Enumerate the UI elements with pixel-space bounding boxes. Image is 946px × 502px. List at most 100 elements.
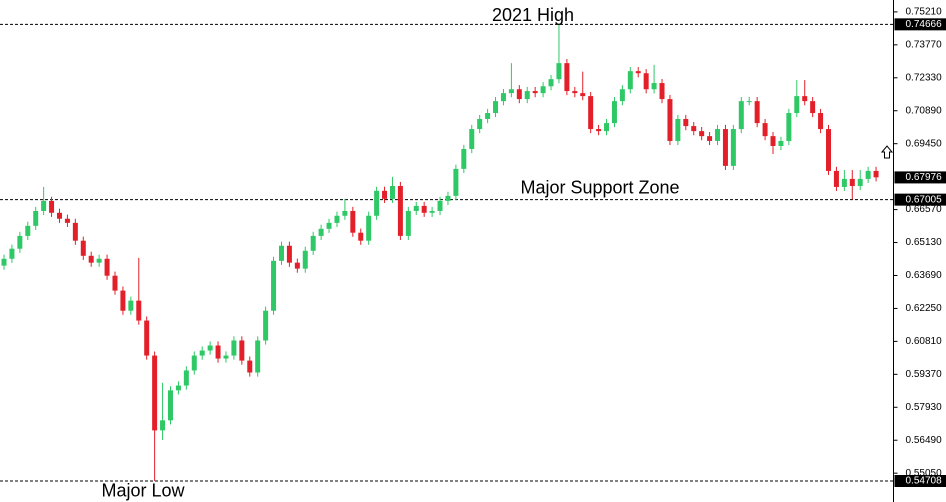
candle-body (619, 89, 625, 102)
candle-body (421, 205, 427, 213)
candle-body (643, 73, 649, 90)
candle-body (627, 71, 633, 90)
candle-body (334, 215, 340, 223)
level-box (894, 474, 946, 487)
level-box (894, 193, 946, 206)
candle-body (540, 86, 546, 94)
candle-body (500, 93, 506, 102)
candle-body (199, 350, 205, 356)
level-annotation: Major Support Zone (520, 177, 679, 197)
candle-body (64, 218, 70, 223)
candle-body (255, 340, 261, 373)
candle-body (175, 385, 181, 391)
candle-body (794, 96, 800, 114)
candle-body (469, 129, 475, 149)
candle-body (572, 91, 578, 94)
candle-body (453, 168, 459, 196)
candle-body (667, 99, 673, 141)
candle-body (437, 200, 443, 211)
candle-body (96, 258, 102, 263)
candle-body (33, 210, 39, 226)
y-tick-label: 0.75210 (906, 7, 943, 18)
candle-body (493, 101, 499, 114)
candle-body (397, 186, 403, 236)
y-tick-label: 0.73770 (906, 39, 943, 50)
candle-body (429, 210, 435, 213)
candle-body (762, 123, 768, 137)
candle-body (604, 123, 610, 132)
candle-body (524, 91, 530, 100)
candle-body (691, 126, 697, 132)
y-tick-label: 0.60810 (906, 336, 943, 347)
candle-body (350, 210, 356, 233)
candle-body (826, 129, 832, 171)
candle-body (358, 232, 364, 241)
candle-body (286, 245, 292, 263)
candle-body (231, 340, 237, 356)
candle-body (342, 210, 348, 216)
y-tick-label: 0.65130 (906, 237, 943, 248)
up-arrow-icon (880, 145, 894, 159)
level-box (894, 18, 946, 31)
y-tick-label: 0.70890 (906, 105, 943, 116)
candle-body (477, 118, 483, 130)
candle-body (207, 345, 213, 351)
candle-body (651, 83, 657, 90)
candle-body (485, 113, 491, 119)
y-tick-label: 0.69450 (906, 138, 943, 149)
candle-body (635, 71, 641, 74)
candle-body (239, 340, 245, 361)
candle-body (160, 420, 166, 431)
candle-body (556, 63, 562, 80)
candle-body (382, 190, 388, 199)
candle-body (144, 320, 150, 356)
candle-body (136, 300, 142, 321)
candle-body (580, 93, 586, 97)
plot-area (0, 23, 894, 482)
candle-body (508, 89, 514, 94)
candle-body (588, 96, 594, 130)
candle-body (318, 228, 324, 236)
candle-body (611, 101, 617, 124)
y-tick-label: 0.55050 (906, 468, 943, 479)
candle-body (191, 355, 197, 371)
candle-body (849, 178, 855, 187)
candle-body (302, 250, 308, 269)
candle-body (738, 101, 744, 130)
candle-body (263, 310, 269, 341)
candle-body (857, 178, 863, 187)
candle-body (88, 255, 94, 263)
current-price-label: 0.67976 (906, 172, 943, 183)
candle-body (56, 212, 62, 219)
candle-body (810, 101, 816, 114)
candle-body (271, 260, 277, 311)
candle-body (294, 262, 300, 269)
y-tick-label: 0.56490 (906, 435, 943, 446)
candle-body (659, 83, 665, 100)
candle-body (730, 129, 736, 166)
candle-body (310, 235, 316, 251)
candle-body (841, 178, 847, 187)
candle-body (366, 215, 372, 241)
level-annotation: 2021 High (492, 5, 574, 25)
y-tick-label: 0.59370 (906, 369, 943, 380)
current-price-box (894, 171, 946, 184)
candle-body (405, 210, 411, 236)
candle-body (112, 275, 118, 291)
candle-body (9, 248, 15, 259)
candle-body (564, 63, 570, 92)
candle-body (247, 360, 253, 373)
candle-body (128, 300, 134, 311)
candle-body (104, 258, 110, 276)
candle-body (683, 118, 689, 127)
candle-body (374, 190, 380, 216)
candle-body (80, 240, 86, 256)
candle-body (548, 79, 554, 87)
candle-body (278, 245, 284, 261)
candle-body (1, 258, 7, 266)
candle-body (818, 113, 824, 130)
y-tick-label: 0.62250 (906, 303, 943, 314)
candle-body (72, 222, 78, 241)
y-tick-label: 0.72330 (906, 72, 943, 83)
